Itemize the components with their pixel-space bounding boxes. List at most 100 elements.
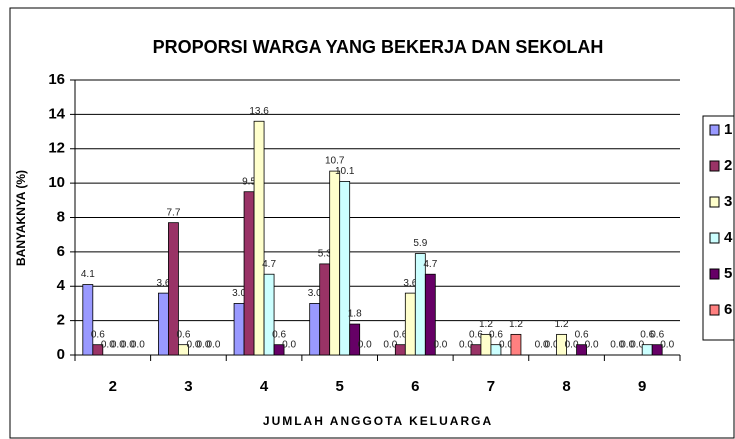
y-tick-label: 2 <box>57 312 65 329</box>
bar <box>576 344 587 356</box>
legend <box>702 115 735 341</box>
legend-label: 2 <box>724 157 732 174</box>
value-label: 0.6 <box>393 329 407 340</box>
y-tick-label: 10 <box>48 174 65 191</box>
legend-swatch <box>709 232 720 244</box>
value-label: 0.6 <box>650 329 664 340</box>
x-tick-label: 9 <box>638 378 646 395</box>
bar <box>168 222 179 356</box>
bar <box>82 284 94 356</box>
legend-swatch <box>709 196 720 208</box>
bar <box>651 344 663 356</box>
y-tick-label: 8 <box>57 208 65 225</box>
value-label: 0.0 <box>660 340 674 351</box>
x-tick-label: 3 <box>184 378 192 395</box>
bar <box>263 273 275 356</box>
legend-label: 1 <box>724 121 732 138</box>
x-axis-label: JUMLAH ANGGOTA KELUARGA <box>263 414 493 428</box>
legend-label: 6 <box>724 301 732 318</box>
value-label: 3.0 <box>232 288 246 299</box>
value-label: 3.6 <box>156 278 170 289</box>
bar <box>253 120 265 356</box>
value-label: 0.0 <box>535 340 549 351</box>
value-label: 0.6 <box>91 329 105 340</box>
value-label: 0.0 <box>206 340 220 351</box>
value-label: 0.0 <box>186 340 200 351</box>
value-label: 0.0 <box>111 340 125 351</box>
legend-swatch <box>709 304 720 316</box>
bar <box>404 292 416 356</box>
y-tick-label: 6 <box>57 243 65 260</box>
x-tick-label: 7 <box>487 378 495 395</box>
value-label: 0.0 <box>585 340 599 351</box>
value-label: 0.0 <box>121 340 135 351</box>
value-label: 4.7 <box>423 259 437 270</box>
value-label: 4.7 <box>262 259 276 270</box>
value-label: 0.6 <box>176 329 190 340</box>
value-label: 3.0 <box>308 288 322 299</box>
bar <box>273 344 285 356</box>
value-label: 0.0 <box>545 340 559 351</box>
bar <box>233 303 245 356</box>
value-label: 9.5 <box>242 176 256 187</box>
value-label: 7.7 <box>166 207 180 218</box>
bar <box>641 344 653 356</box>
y-tick-label: 16 <box>48 71 65 88</box>
bar <box>424 273 436 356</box>
value-label: 0.6 <box>272 329 286 340</box>
y-tick-label: 4 <box>57 277 66 294</box>
legend-label: 3 <box>724 193 732 210</box>
value-label: 0.0 <box>101 340 115 351</box>
value-label: 0.0 <box>630 340 644 351</box>
legend-swatch <box>709 268 720 280</box>
value-label: 13.6 <box>249 106 269 117</box>
legend-label: 5 <box>724 265 732 282</box>
x-tick-label: 6 <box>411 378 419 395</box>
bar <box>339 181 351 356</box>
value-label: 0.0 <box>196 340 210 351</box>
x-tick-label: 5 <box>336 378 344 395</box>
bar <box>178 344 189 356</box>
bar <box>510 333 522 356</box>
bar <box>490 344 502 356</box>
chart-title: PROPORSI WARGA YANG BEKERJA DAN SEKOLAH <box>153 37 604 57</box>
value-label: 10.7 <box>325 156 345 167</box>
x-tick-label: 2 <box>109 378 117 395</box>
y-axis-label: BANYAKNYA (%) <box>14 170 28 266</box>
value-label: 1.8 <box>348 309 362 320</box>
bar <box>319 263 331 356</box>
bar <box>92 344 104 356</box>
x-tick-label: 4 <box>260 378 269 395</box>
bar <box>470 344 482 356</box>
value-label: 0.0 <box>565 340 579 351</box>
y-tick-label: 14 <box>48 105 65 122</box>
y-tick-label: 0 <box>57 346 65 363</box>
bar <box>243 191 255 356</box>
value-label: 0.0 <box>433 340 447 351</box>
x-tick-label: 8 <box>562 378 570 395</box>
value-label: 4.1 <box>81 269 95 280</box>
value-label: 0.0 <box>282 340 296 351</box>
value-label: 1.2 <box>555 319 569 330</box>
legend-swatch <box>709 160 720 172</box>
value-label: 0.0 <box>383 340 397 351</box>
value-label: 1.2 <box>479 319 493 330</box>
value-label: 0.0 <box>499 340 513 351</box>
value-label: 5.3 <box>318 249 332 260</box>
value-label: 0.6 <box>489 329 503 340</box>
value-label: 5.9 <box>413 238 427 249</box>
value-label: 0.0 <box>610 340 624 351</box>
bar <box>556 333 567 356</box>
value-label: 0.0 <box>358 340 372 351</box>
value-label: 10.1 <box>335 166 355 177</box>
value-label: 0.0 <box>620 340 634 351</box>
value-label: 3.6 <box>403 278 417 289</box>
bar <box>394 344 406 356</box>
legend-label: 4 <box>724 229 733 246</box>
value-label: 0.6 <box>640 329 654 340</box>
y-tick-label: 12 <box>48 140 65 157</box>
value-label: 0.0 <box>459 340 473 351</box>
bar <box>158 292 169 356</box>
bar <box>309 303 321 356</box>
